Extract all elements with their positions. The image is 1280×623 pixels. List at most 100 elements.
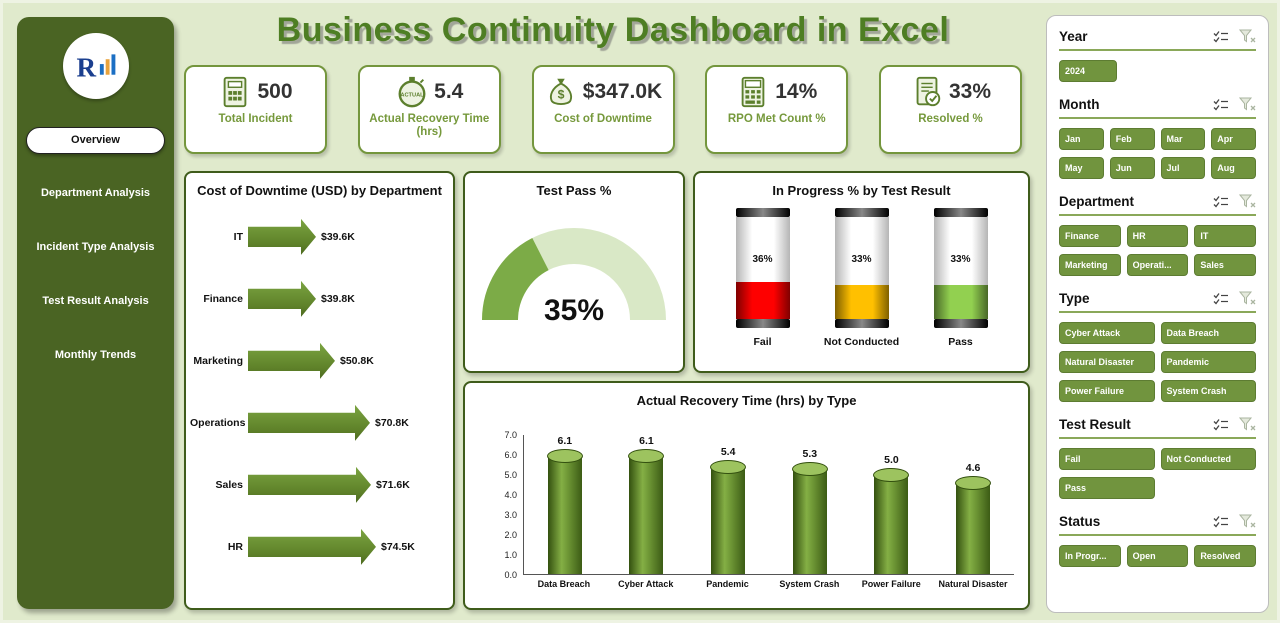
category-label: HR [227,540,243,553]
multiselect-icon[interactable] [1213,30,1229,44]
cylinder-bar [628,449,665,574]
slicer-option-it[interactable]: IT [1194,225,1256,247]
slicer-option-feb[interactable]: Feb [1109,128,1155,150]
kpi-label: Cost of Downtime [554,113,652,125]
slicer-option-aug[interactable]: Aug [1211,157,1256,179]
recovery-time-chart: Actual Recovery Time (hrs) by Type 7.0 6.… [463,381,1030,610]
x-axis-label: Cyber Attack [618,579,674,589]
slicer-option-may[interactable]: May [1059,157,1104,179]
x-axis-label: Data Breach [537,579,591,589]
in-progress-chart: In Progress % by Test Result 36% Fail 33% N… [693,171,1030,373]
kpi-card-rpo-met-count: 14% RPO Met Count % [705,65,849,154]
slicer-title: Year [1059,29,1088,44]
x-axis-label: Natural Disaster [938,579,1008,589]
slicer-option-fail[interactable]: Fail [1059,448,1155,470]
slicer-option-jan[interactable]: Jan [1059,128,1104,150]
category-label: Marketing [193,354,243,367]
y-tick-label: 4.0 [504,490,517,500]
chart-title: Cost of Downtime (USD) by Department [197,183,442,198]
value-label: 6.1 [639,435,654,447]
bar-column-cyber-attack: 6.1 [608,435,684,574]
kpi-value: $347.0K [582,80,663,103]
slicer-option-jun[interactable]: Jun [1109,157,1155,179]
slicer-status: Status In Progr... Open Resolved [1059,514,1256,567]
kpi-card-total-incident: 500 Total Incident [184,65,327,154]
y-tick-label: 0.0 [504,570,517,580]
sidebar-item-monthly-trends[interactable]: Monthly Trends [54,349,137,361]
kpi-label: RPO Met Count % [727,113,826,125]
clear-filter-icon[interactable] [1239,417,1256,432]
cylinder-cap [834,318,889,328]
slicer-option-marketing[interactable]: Marketing [1059,254,1121,276]
sidebar-nav: Overview Department Analysis Incident Type… [17,127,174,370]
percent-label: 36% [752,253,773,265]
slicer-option-hr[interactable]: HR [1126,225,1189,247]
slicer-type: Type Cyber Attack Data Breach Natural Disas… [1059,291,1256,402]
slicer-option-finance[interactable]: Finance [1059,225,1121,247]
category-label: Not Conducted [823,335,900,348]
bar-column-power-failure: 5.0 [853,435,929,574]
clear-filter-icon[interactable] [1239,194,1256,209]
company-logo-icon: R [62,33,129,99]
multiselect-icon[interactable] [1213,515,1229,529]
slicer-option-data-breach[interactable]: Data Breach [1160,322,1256,344]
slicer-option-2024[interactable]: 2024 [1059,60,1117,82]
cylinder-cap [735,207,790,217]
slicer-option-in-progr[interactable]: In Progr... [1059,545,1121,567]
slicer-option-apr[interactable]: Apr [1211,128,1256,150]
kpi-label: Total Incident [218,113,293,125]
slicer-options: 2024 [1059,60,1256,82]
slicer-option-pass[interactable]: Pass [1059,477,1155,499]
cylinder-column-pass: 33% Pass [921,207,1001,348]
slicer-option-cyber-attack[interactable]: Cyber Attack [1059,322,1155,344]
multiselect-icon[interactable] [1213,292,1229,306]
test-pass-gauge: Test Pass % 35% [463,171,685,373]
value-label: $39.6K [321,230,355,243]
kpi-card-resolved: 33% Resolved % [879,65,1022,154]
slicer-options: Finance HR IT Marketing Operati... Sales [1059,225,1256,276]
value-label: $50.8K [340,354,374,367]
slicer-option-not-conducted[interactable]: Not Conducted [1160,448,1256,470]
slicer-option-power-failure[interactable]: Power Failure [1059,380,1155,402]
value-label: $71.6K [376,478,410,491]
slicer-option-jul[interactable]: Jul [1160,157,1206,179]
cylinder-body: 33% [834,216,889,319]
kpi-card-cost-of-downtime: $ $347.0K Cost of Downtime [531,65,675,154]
percent-label: 33% [950,253,971,265]
clear-filter-icon[interactable] [1239,514,1256,529]
cylinder-gauge: 36% [735,207,790,328]
bar-arrow [248,281,316,317]
slicer-header: Department [1059,194,1256,209]
sidebar-item-incident-type-analysis[interactable]: Incident Type Analysis [36,241,155,253]
x-axis-label: Power Failure [861,579,921,589]
slicer-header: Year [1059,29,1256,44]
slicer-option-system-crash[interactable]: System Crash [1160,380,1256,402]
slicer-option-natural-disaster[interactable]: Natural Disaster [1059,351,1155,373]
clear-filter-icon[interactable] [1239,97,1256,112]
sidebar-item-overview[interactable]: Overview [26,127,165,154]
gauge: 35% [465,212,683,330]
slicer-option-resolved[interactable]: Resolved [1194,545,1256,567]
multiselect-icon[interactable] [1213,98,1229,112]
slicer-option-mar[interactable]: Mar [1160,128,1206,150]
slicer-option-open[interactable]: Open [1126,545,1189,567]
clear-filter-icon[interactable] [1239,291,1256,306]
sidebar-item-department-analysis[interactable]: Department Analysis [40,187,151,199]
cylinder-gauges: 36% Fail 33% Not Conducted 33% Pass [695,207,1028,348]
multiselect-icon[interactable] [1213,195,1229,209]
bar-arrow [248,219,316,255]
bar-arrow [248,529,376,565]
slicer-title: Department [1059,194,1135,209]
slicer-divider [1059,214,1256,216]
kpi-value: 500 [257,80,293,103]
multiselect-icon[interactable] [1213,418,1229,432]
sidebar-item-test-result-analysis[interactable]: Test Result Analysis [42,295,149,307]
value-label: $70.8K [375,416,409,429]
slicer-option-pandemic[interactable]: Pandemic [1160,351,1256,373]
cylinder-cap [933,318,988,328]
slicer-option-operati[interactable]: Operati... [1126,254,1189,276]
slicer-option-sales[interactable]: Sales [1194,254,1256,276]
clear-filter-icon[interactable] [1239,29,1256,44]
bars: 6.1 6.1 5.4 5.3 5.0 4.6 [524,435,1014,574]
percent-label: 33% [851,253,872,265]
